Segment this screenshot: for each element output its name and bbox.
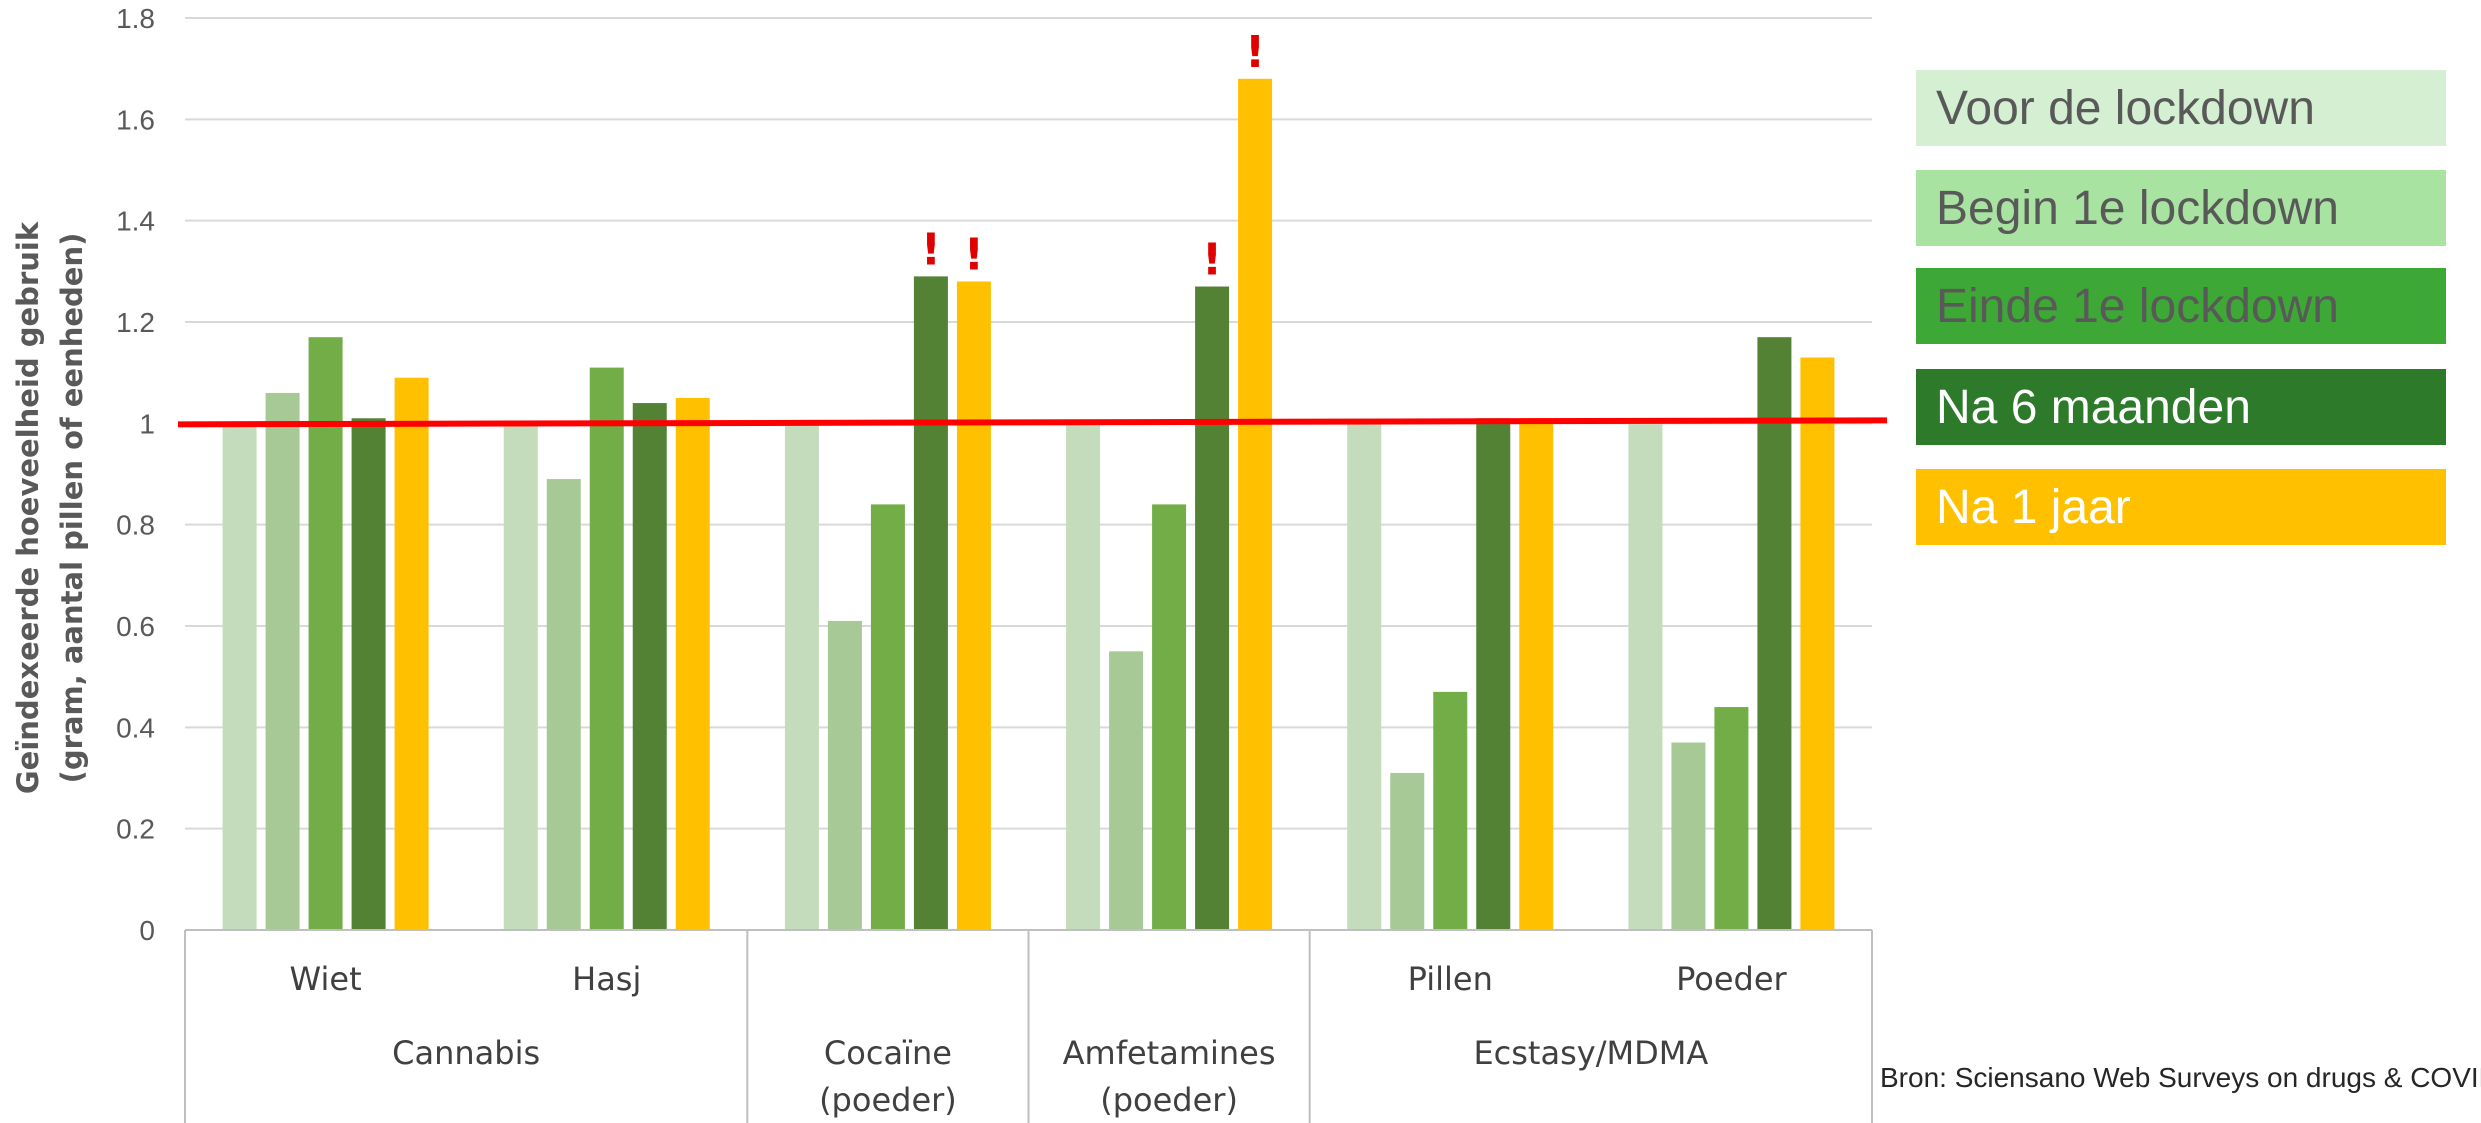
bar: [913, 276, 948, 930]
gridlines: [185, 17, 1872, 931]
bar: [1757, 337, 1792, 930]
bar: [503, 423, 538, 930]
y-axis-title-line-1: Geïndexeerde hoeveelheid gebruik: [11, 221, 45, 794]
group-label: Ecstasy/MDMA: [1473, 1034, 1708, 1072]
bar: [351, 418, 386, 930]
category-label: Hasj: [572, 960, 641, 998]
reference-line-group: [177, 417, 1888, 428]
bar: [1714, 707, 1749, 930]
bar: [1152, 504, 1187, 930]
legend-item: Na 1 jaar: [1916, 469, 2446, 545]
y-tick-label: 0.2: [116, 814, 155, 845]
bar: [1800, 357, 1835, 930]
bar: [1519, 418, 1554, 930]
legend-item: Na 6 maanden: [1916, 369, 2446, 445]
annotations: !!!!: [921, 27, 1265, 286]
legend-label: Begin 1e lockdown: [1936, 181, 2339, 235]
group-label: Cannabis: [392, 1034, 540, 1072]
exclamation-annotation: !: [1202, 235, 1222, 286]
exclamation-annotation: !: [964, 229, 984, 280]
group-label: (poeder): [819, 1081, 957, 1119]
group-label: (poeder): [1100, 1081, 1238, 1119]
category-label: Pillen: [1408, 960, 1493, 998]
bar: [1671, 742, 1706, 930]
y-axis-title: Geïndexeerde hoeveelheid gebruik (gram, …: [11, 221, 89, 794]
bar: [632, 403, 667, 931]
bar: [394, 377, 429, 930]
bar: [1347, 423, 1382, 930]
legend-item: Einde 1e lockdown: [1916, 268, 2446, 344]
bar: [1628, 423, 1663, 930]
legend-label: Voor de lockdown: [1936, 81, 2315, 135]
bar: [956, 281, 991, 930]
bar: [1476, 418, 1511, 930]
y-tick-label: 1.4: [116, 206, 155, 237]
legend-label: Einde 1e lockdown: [1936, 279, 2339, 333]
category-label: Wiet: [290, 960, 362, 998]
legend-item: Begin 1e lockdown: [1916, 170, 2446, 246]
bar: [222, 423, 257, 930]
legend-label: Na 6 maanden: [1936, 380, 2251, 434]
exclamation-annotation: !: [1245, 27, 1265, 78]
bar: [265, 392, 300, 930]
category-label: Poeder: [1676, 960, 1787, 998]
bar: [308, 337, 343, 930]
bar: [1066, 423, 1101, 930]
bar: [1195, 286, 1230, 930]
bar: [784, 423, 819, 930]
source-note: Bron: Sciensano Web Surveys on drugs & C…: [1880, 1062, 2481, 1093]
y-axis-ticks: 0 0.2 0.4 0.6 0.8 1 1.2 1.4 1.6 1.8: [116, 3, 155, 946]
y-tick-label: 1.2: [116, 307, 155, 338]
y-axis-title-line-2: (gram, aantal pillen of eenheden): [55, 233, 89, 784]
exclamation-annotation: !: [921, 224, 941, 275]
bar: [675, 398, 710, 930]
y-tick-label: 0: [139, 915, 155, 946]
y-tick-label: 1.8: [116, 3, 155, 34]
bar: [546, 479, 581, 930]
bar: [827, 620, 862, 930]
bar: [1109, 651, 1144, 930]
y-tick-label: 1: [139, 408, 155, 439]
y-tick-label: 1.6: [116, 104, 155, 135]
y-tick-label: 0.6: [116, 611, 155, 642]
reference-line: [177, 417, 1888, 428]
group-label: Cocaïne: [824, 1034, 952, 1072]
bar: [1433, 691, 1468, 930]
legend-item: Voor de lockdown: [1916, 70, 2446, 146]
bar: [870, 504, 905, 930]
x-axis: Wiet Hasj Pillen Poeder Cannabis Cocaïne (poed…: [184, 929, 1873, 1123]
bar: [1390, 772, 1425, 930]
bar: [1238, 78, 1273, 931]
legend-label: Na 1 jaar: [1936, 480, 2131, 534]
group-label: Amfetamines: [1063, 1034, 1276, 1072]
bar: [589, 367, 624, 931]
y-tick-label: 0.4: [116, 712, 155, 743]
bars: [222, 78, 1835, 931]
y-tick-label: 0.8: [116, 510, 155, 541]
